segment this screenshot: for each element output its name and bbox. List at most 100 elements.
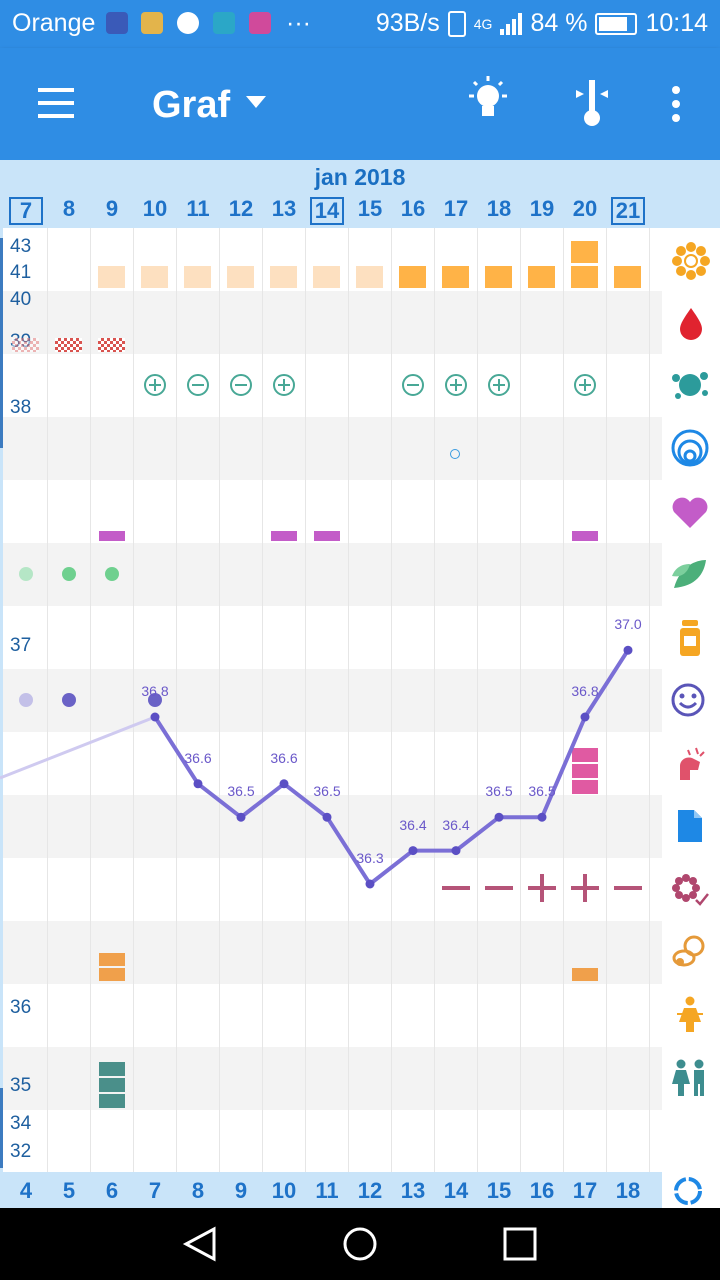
- leaf-marker[interactable]: [62, 567, 76, 581]
- smiley-icon[interactable]: [670, 682, 706, 718]
- date-label[interactable]: 15: [357, 196, 383, 221]
- sync-icon[interactable]: [671, 1174, 705, 1208]
- pain-marker[interactable]: [572, 748, 598, 762]
- bleeding-marker[interactable]: [12, 338, 39, 352]
- mood-marker[interactable]: [62, 693, 76, 707]
- date-label[interactable]: 14: [310, 197, 344, 225]
- temperature-point[interactable]: [451, 846, 461, 856]
- date-label[interactable]: 9: [105, 196, 119, 221]
- date-label[interactable]: 7: [9, 197, 43, 225]
- test-positive-marker[interactable]: [528, 874, 556, 902]
- menu-icon[interactable]: [38, 88, 74, 118]
- flower-icon[interactable]: [671, 241, 711, 281]
- fertility-marker[interactable]: [313, 266, 340, 288]
- test-negative-marker[interactable]: [614, 886, 642, 890]
- test-negative-marker[interactable]: [442, 886, 470, 890]
- bleeding-marker[interactable]: [55, 338, 82, 352]
- drop-icon[interactable]: [676, 306, 706, 340]
- mucus-plus-icon[interactable]: [488, 374, 510, 396]
- date-label[interactable]: 18: [486, 196, 512, 221]
- date-label[interactable]: 21: [611, 197, 645, 225]
- temperature-point[interactable]: [150, 712, 160, 722]
- ring-marker[interactable]: [450, 449, 460, 459]
- fertility-marker[interactable]: [356, 266, 383, 288]
- intercourse-marker[interactable]: [314, 531, 340, 541]
- flower-check-icon[interactable]: [670, 872, 710, 908]
- bleeding-marker[interactable]: [98, 338, 125, 352]
- medicine-bottle-icon[interactable]: [678, 620, 702, 656]
- mood-marker[interactable]: [148, 693, 162, 707]
- lightbulb-icon[interactable]: [466, 76, 510, 126]
- intercourse-marker[interactable]: [99, 531, 125, 541]
- temperature-point[interactable]: [365, 879, 375, 889]
- rings-icon[interactable]: [670, 428, 710, 468]
- mood-marker[interactable]: [19, 693, 33, 707]
- fertility-marker[interactable]: [399, 266, 426, 288]
- intercourse-marker[interactable]: [271, 531, 297, 541]
- pain-marker[interactable]: [572, 780, 598, 794]
- mucus-minus-icon[interactable]: [230, 374, 252, 396]
- pacifier-marker[interactable]: [99, 968, 125, 981]
- screen-title[interactable]: Graf: [152, 84, 231, 126]
- couple-marker[interactable]: [99, 1078, 125, 1092]
- test-positive-marker[interactable]: [571, 874, 599, 902]
- date-label[interactable]: 13: [271, 196, 297, 221]
- couple-icon[interactable]: [670, 1058, 710, 1098]
- date-label[interactable]: 16: [400, 196, 426, 221]
- pain-hand-icon[interactable]: [672, 746, 708, 782]
- fertility-marker[interactable]: [98, 266, 125, 288]
- home-icon[interactable]: [342, 1226, 378, 1262]
- fertility-marker[interactable]: [571, 241, 598, 263]
- fertility-marker[interactable]: [528, 266, 555, 288]
- back-icon[interactable]: [182, 1226, 218, 1262]
- leaf-marker[interactable]: [19, 567, 33, 581]
- temperature-point[interactable]: [494, 812, 504, 822]
- splash-icon[interactable]: [670, 368, 710, 402]
- heart-icon[interactable]: [670, 496, 710, 530]
- mucus-plus-icon[interactable]: [445, 374, 467, 396]
- date-label[interactable]: 12: [228, 196, 254, 221]
- woman-icon[interactable]: [676, 996, 704, 1034]
- temperature-point[interactable]: [623, 645, 633, 655]
- pacifier-marker[interactable]: [572, 968, 598, 981]
- fertility-marker[interactable]: [442, 266, 469, 288]
- mucus-minus-icon[interactable]: [402, 374, 424, 396]
- temperature-point[interactable]: [408, 846, 418, 856]
- fertility-marker[interactable]: [485, 266, 512, 288]
- temperature-point[interactable]: [236, 812, 246, 822]
- leaf-icon[interactable]: [670, 556, 710, 592]
- temperature-line-chart[interactable]: [0, 0, 662, 1172]
- dropdown-icon[interactable]: [246, 96, 266, 108]
- mucus-minus-icon[interactable]: [187, 374, 209, 396]
- date-label[interactable]: 10: [142, 196, 168, 221]
- overflow-icon[interactable]: [671, 86, 681, 122]
- fertility-marker[interactable]: [614, 266, 641, 288]
- fertility-marker[interactable]: [227, 266, 254, 288]
- fertility-marker[interactable]: [141, 266, 168, 288]
- intercourse-marker[interactable]: [572, 531, 598, 541]
- pacifier-marker[interactable]: [99, 953, 125, 966]
- temperature-point[interactable]: [537, 812, 547, 822]
- date-label[interactable]: 19: [529, 196, 555, 221]
- pain-marker[interactable]: [572, 764, 598, 778]
- mucus-plus-icon[interactable]: [273, 374, 295, 396]
- recents-icon[interactable]: [502, 1226, 538, 1262]
- date-label[interactable]: 20: [572, 196, 598, 221]
- temperature-point[interactable]: [193, 779, 203, 789]
- date-label[interactable]: 11: [186, 196, 210, 221]
- pacifier-icon[interactable]: [670, 934, 710, 970]
- mucus-plus-icon[interactable]: [574, 374, 596, 396]
- thermometer-icon[interactable]: [574, 80, 610, 128]
- leaf-marker[interactable]: [105, 567, 119, 581]
- temperature-point[interactable]: [580, 712, 590, 722]
- mucus-plus-icon[interactable]: [144, 374, 166, 396]
- temperature-point[interactable]: [322, 812, 332, 822]
- couple-marker[interactable]: [99, 1062, 125, 1076]
- couple-marker[interactable]: [99, 1094, 125, 1108]
- date-label[interactable]: 8: [62, 196, 76, 221]
- test-negative-marker[interactable]: [485, 886, 513, 890]
- fertility-marker[interactable]: [270, 266, 297, 288]
- fertility-marker[interactable]: [184, 266, 211, 288]
- document-icon[interactable]: [676, 808, 704, 844]
- temperature-point[interactable]: [279, 779, 289, 789]
